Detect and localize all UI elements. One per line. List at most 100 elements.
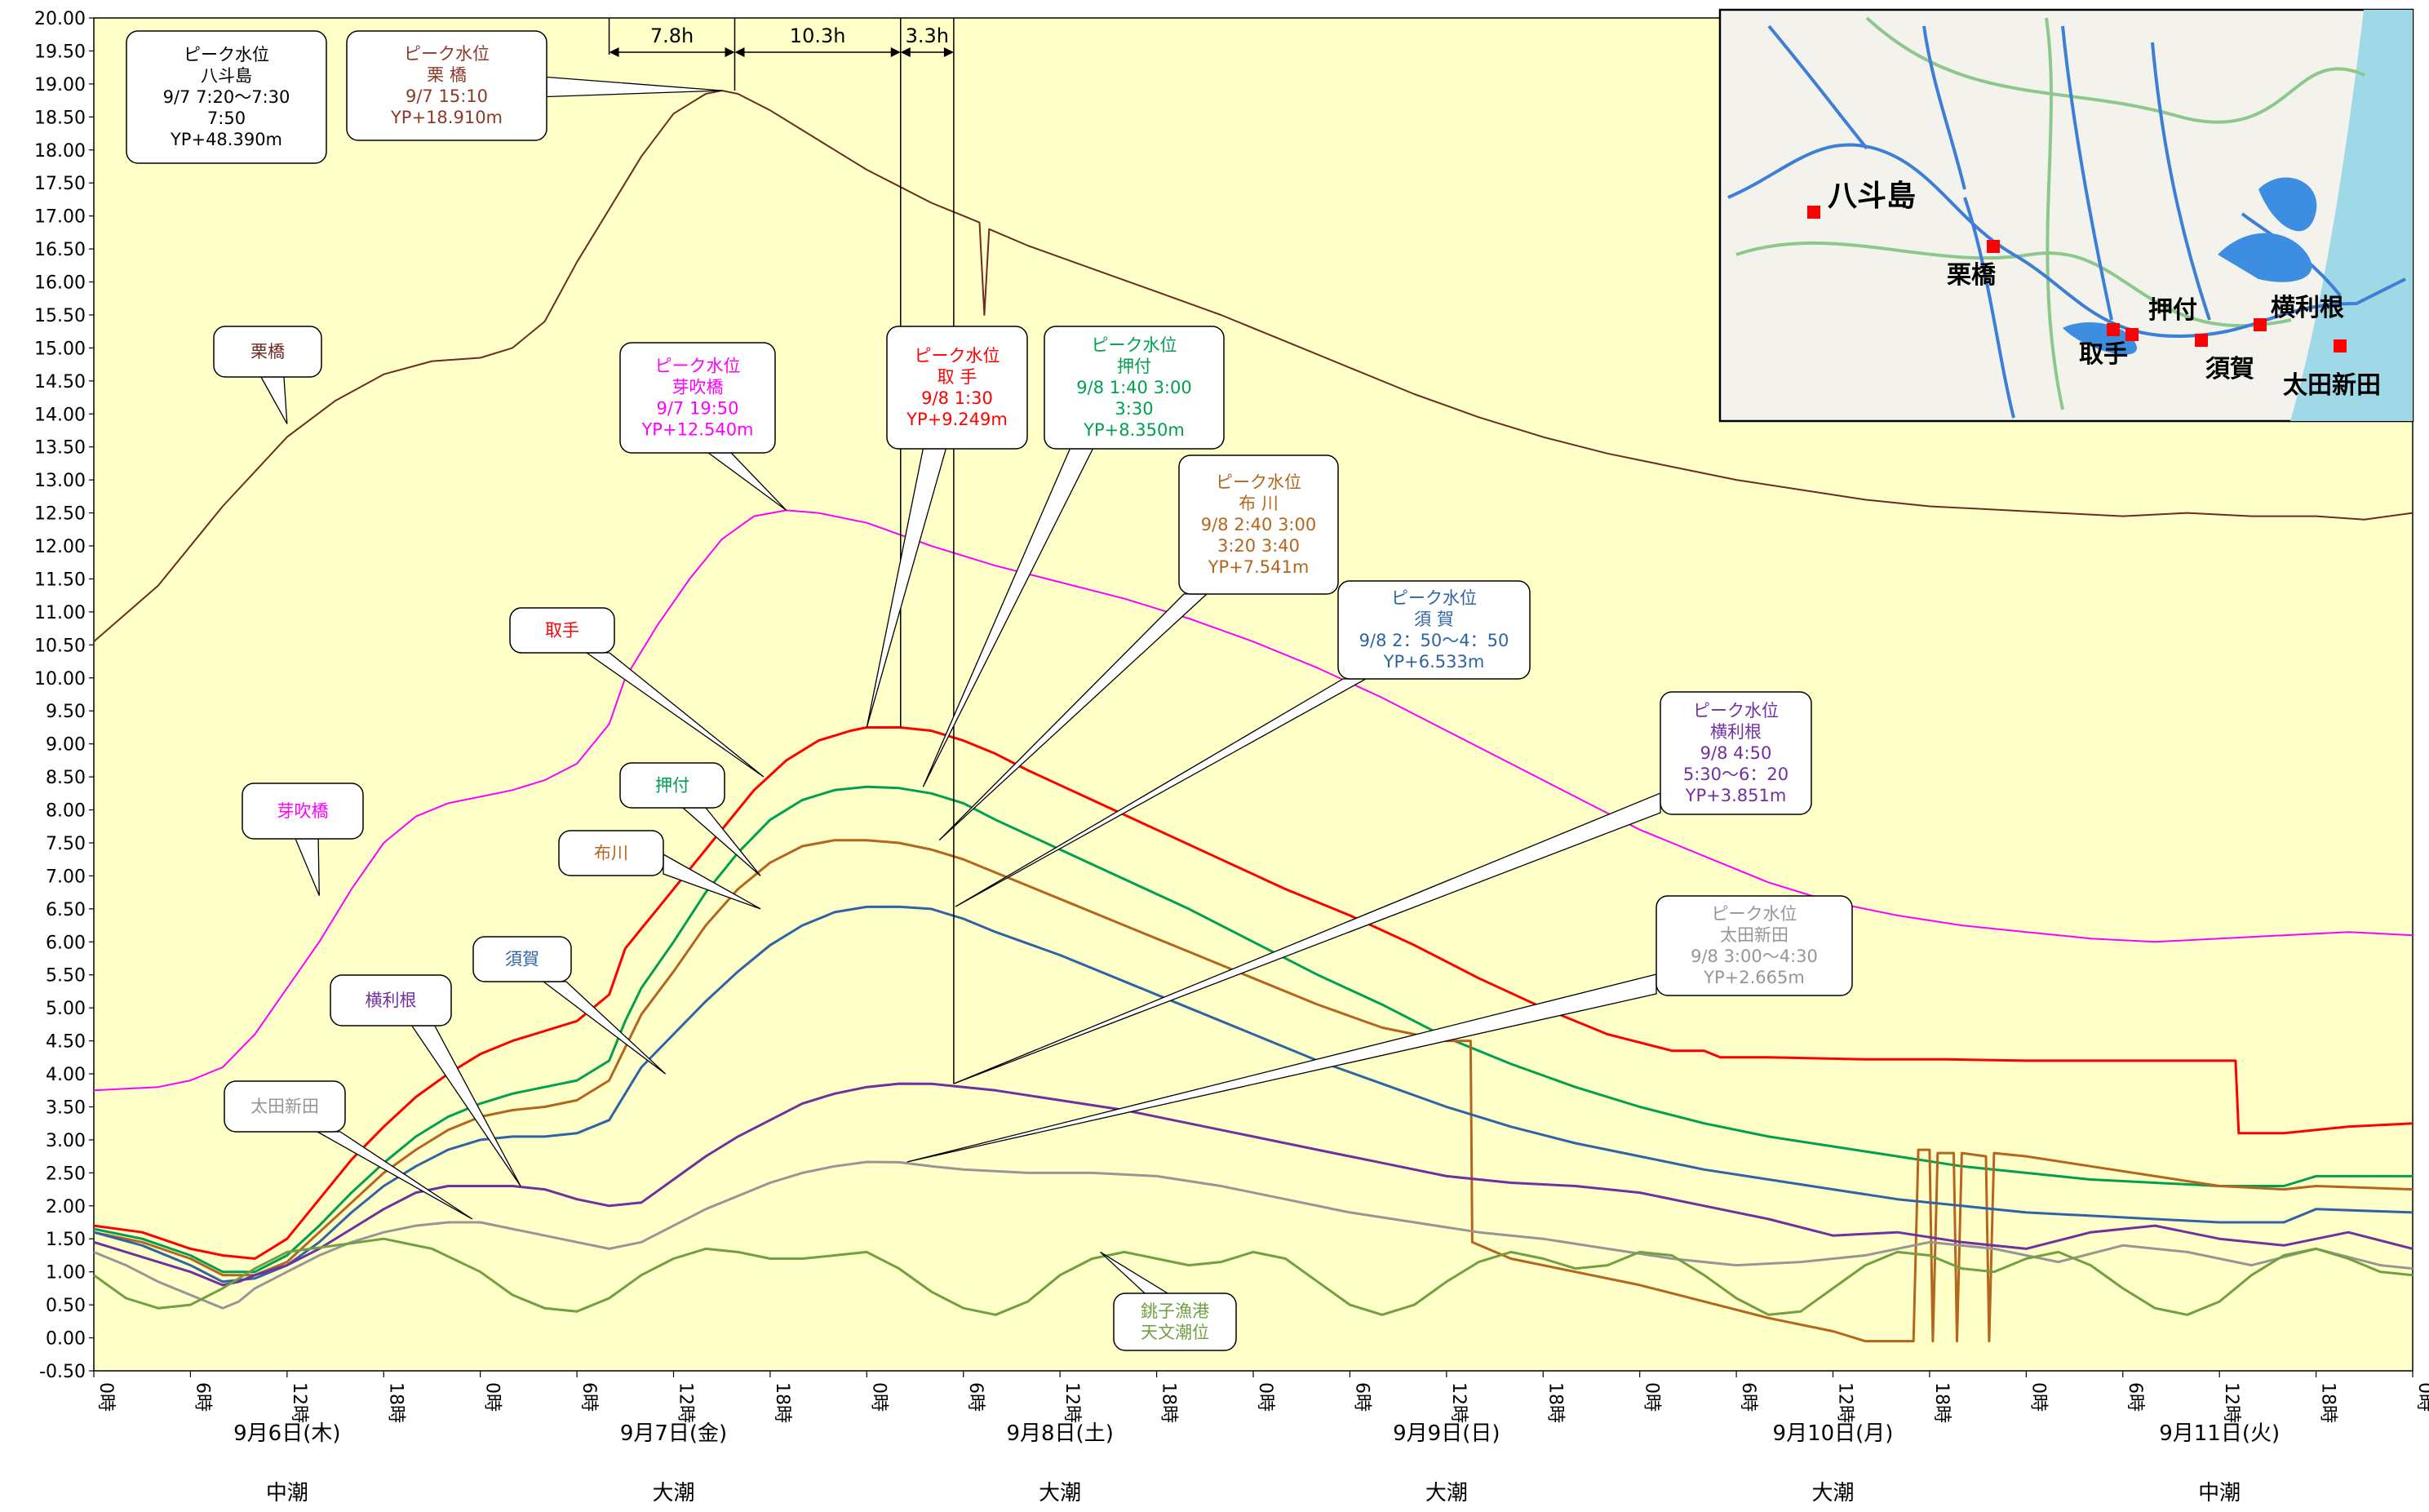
callout-text: 3:20 3:40	[1217, 536, 1300, 556]
callout-pointers	[259, 76, 1661, 1294]
callout-text: 芽吹橋	[672, 378, 724, 397]
day-label: 9月11日(火)	[2159, 1421, 2280, 1446]
callout-太田新田: 太田新田	[224, 1080, 346, 1133]
y-tick-label: 19.50	[34, 42, 86, 62]
y-tick-label: 6.50	[46, 900, 86, 920]
day-label: 9月8日(土)	[1006, 1421, 1113, 1446]
series-line-須賀	[93, 905, 2413, 1284]
x-tick-label: 6時	[965, 1382, 986, 1412]
callout-text: ピーク水位	[404, 44, 490, 64]
callout-text: YP+9.249m	[906, 410, 1008, 429]
day-label: 9月9日(日)	[1393, 1421, 1500, 1446]
callout-text: YP+12.540m	[640, 420, 753, 440]
callout-text: 5:30～6：20	[1683, 765, 1789, 784]
x-tick-label: 12時	[289, 1382, 309, 1423]
callout-text: 7:50	[207, 109, 246, 128]
callout-押付: 押付	[619, 762, 725, 809]
x-tick-label: 12時	[1835, 1382, 1855, 1423]
callout-fill	[1045, 327, 1223, 448]
series-line-栗橋	[93, 90, 2413, 643]
callout-text: YP+2.665m	[1703, 968, 1805, 987]
y-tick-label: 13.50	[34, 438, 86, 459]
callout-text: 取 手	[937, 367, 977, 387]
callout-text: 太田新田	[250, 1097, 319, 1116]
callout-text: YP+3.851m	[1685, 786, 1787, 805]
callout-text: 芽吹橋	[277, 801, 329, 821]
x-tick-label: 0時	[1255, 1382, 1275, 1412]
y-tick-label: 15.50	[34, 306, 86, 326]
y-tick-label: 12.00	[34, 537, 86, 557]
arrow-head	[725, 47, 735, 57]
y-tick-label: 15.00	[34, 339, 86, 359]
callout-text: 布 川	[1239, 494, 1279, 513]
x-tick-label: 12時	[1062, 1382, 1082, 1423]
x-tick-label: 18時	[1159, 1382, 1179, 1423]
y-tick-label: 11.50	[34, 570, 86, 590]
arrow-head	[900, 47, 911, 57]
callout-text: YP+8.350m	[1083, 420, 1185, 440]
callout-fill	[621, 344, 774, 452]
arrow-head	[734, 47, 745, 57]
y-tick-label: 19.00	[34, 75, 86, 95]
callout-fill	[1661, 693, 1811, 814]
callout-text: YP+18.910m	[390, 108, 503, 127]
callout-芽吹橋: 芽吹橋	[242, 783, 364, 840]
callout-text: 横利根	[366, 991, 417, 1010]
callout-text: 須 賀	[1414, 610, 1454, 629]
callout-布川: 布川	[558, 830, 664, 876]
callout-fill	[621, 764, 724, 807]
y-tick-label: -0.50	[39, 1362, 86, 1382]
map-label: 栗橋	[1947, 261, 1997, 290]
boundary-line	[1735, 241, 2292, 328]
x-tick-label: 12時	[2221, 1382, 2241, 1423]
y-tick-label: 12.50	[34, 504, 86, 525]
callout-text: 布川	[594, 844, 628, 863]
tide-label: 大潮	[1039, 1481, 1081, 1505]
map-label: 横利根	[2271, 294, 2344, 322]
map-label: 押付	[2148, 296, 2197, 325]
arrow-head	[943, 47, 954, 57]
x-tick-label: 0時	[2028, 1382, 2048, 1412]
x-tick-label: 12時	[1448, 1382, 1469, 1423]
x-tick-label: 12時	[676, 1382, 696, 1423]
lake	[2218, 233, 2312, 282]
y-tick-label: 8.00	[46, 801, 86, 822]
boundary-line	[1865, 16, 2365, 124]
y-tick-label: 7.50	[46, 834, 86, 854]
river	[2061, 25, 2113, 321]
callout-text: 栗 橋	[427, 65, 467, 85]
callout-fill	[1115, 1294, 1235, 1350]
x-tick-label: 0時	[482, 1382, 503, 1412]
y-tick-label: 17.00	[34, 207, 86, 228]
callout-fill	[225, 1082, 344, 1131]
y-tick-label: 16.50	[34, 240, 86, 260]
callout-text: 須賀	[505, 950, 539, 969]
x-tick-label: 0時	[1642, 1382, 1662, 1412]
y-tick-label: 1.50	[46, 1230, 86, 1250]
series-line-芽吹橋	[93, 509, 2413, 1092]
callout-text: 9/8 4:50	[1700, 743, 1772, 763]
map-marker-栗橋	[1987, 240, 2000, 253]
x-tick-label: 6時	[192, 1382, 212, 1412]
map-label: 須賀	[2205, 355, 2254, 384]
y-tick-label: 5.00	[46, 999, 86, 1019]
callout-text: 太田新田	[1720, 925, 1789, 945]
series-lines	[93, 90, 2413, 1343]
river	[1767, 24, 1868, 150]
series-line-横利根	[93, 1082, 2413, 1287]
y-tick-label: 13.00	[34, 471, 86, 491]
x-tick-label: 6時	[1351, 1382, 1372, 1412]
series-line-太田新田	[93, 1160, 2413, 1310]
callout-text: 八斗島	[201, 66, 252, 86]
arrow-head	[609, 47, 619, 57]
callout-fill	[215, 327, 321, 376]
series-line-銚子漁港 天文潮位	[93, 1237, 2413, 1316]
callout-fill	[1339, 582, 1529, 678]
y-tick-label: 18.00	[34, 141, 86, 162]
map-marker-八斗島	[1807, 206, 1820, 219]
y-tick-label: 9.50	[46, 702, 86, 722]
